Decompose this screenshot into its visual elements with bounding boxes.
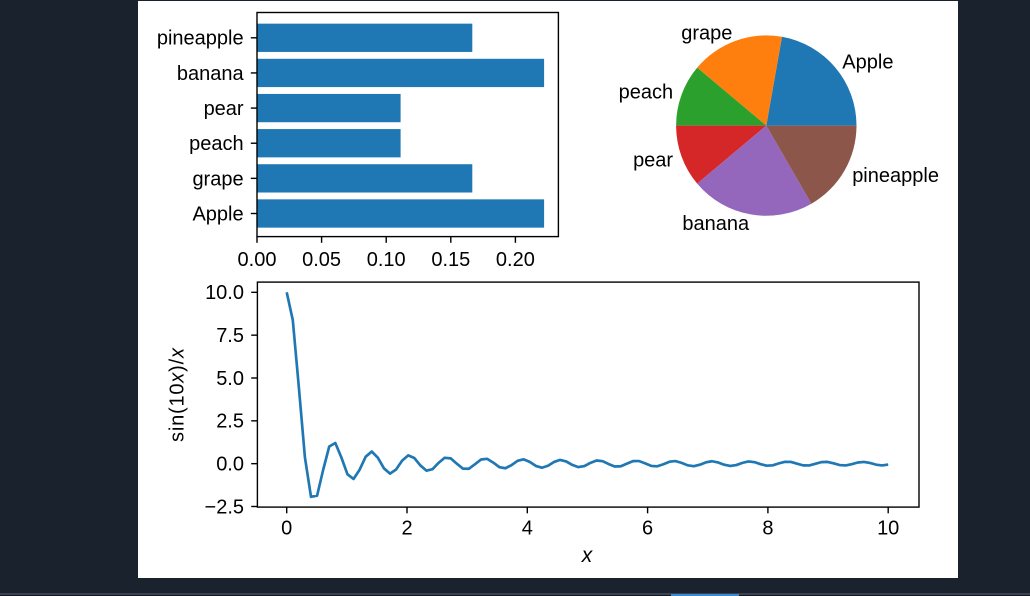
svg-text:8: 8 bbox=[763, 517, 774, 539]
svg-text:6: 6 bbox=[642, 517, 653, 539]
svg-text:4: 4 bbox=[522, 517, 533, 539]
svg-text:pineapple: pineapple bbox=[157, 28, 244, 50]
svg-text:peach: peach bbox=[189, 133, 244, 155]
svg-text:banana: banana bbox=[683, 213, 751, 235]
svg-text:0.05: 0.05 bbox=[302, 249, 341, 271]
svg-text:0.0: 0.0 bbox=[216, 454, 244, 476]
svg-text:peach: peach bbox=[619, 82, 674, 104]
svg-text:10.0: 10.0 bbox=[205, 282, 244, 304]
svg-text:0: 0 bbox=[281, 517, 292, 539]
svg-text:−2.5: −2.5 bbox=[205, 496, 244, 518]
svg-text:pear: pear bbox=[204, 98, 244, 120]
svg-text:banana: banana bbox=[177, 63, 245, 85]
svg-text:10: 10 bbox=[877, 517, 899, 539]
svg-text:2.5: 2.5 bbox=[216, 411, 244, 433]
svg-text:grape: grape bbox=[681, 22, 732, 44]
svg-text:sin(10x)/x: sin(10x)/x bbox=[167, 347, 189, 442]
svg-text:pineapple: pineapple bbox=[852, 165, 939, 187]
svg-text:Apple: Apple bbox=[193, 203, 244, 225]
svg-text:Apple: Apple bbox=[842, 52, 893, 74]
svg-text:0.10: 0.10 bbox=[367, 249, 406, 271]
svg-text:pear: pear bbox=[633, 149, 673, 171]
svg-text:2: 2 bbox=[402, 517, 413, 539]
svg-text:0.15: 0.15 bbox=[432, 249, 471, 271]
svg-text:7.5: 7.5 bbox=[216, 325, 244, 347]
svg-text:x: x bbox=[581, 544, 594, 567]
svg-text:5.0: 5.0 bbox=[216, 368, 244, 390]
svg-text:0.00: 0.00 bbox=[238, 249, 277, 271]
svg-text:grape: grape bbox=[193, 168, 244, 190]
svg-text:0.20: 0.20 bbox=[496, 249, 535, 271]
